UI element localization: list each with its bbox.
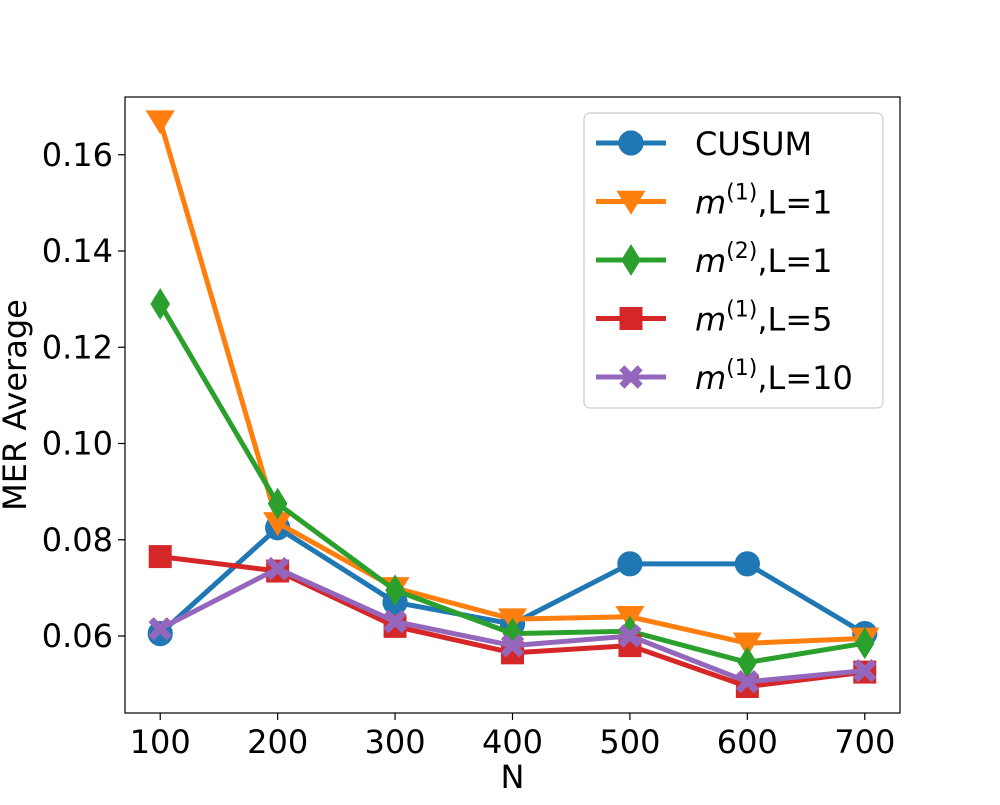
legend-marker <box>616 190 646 215</box>
y-tick-label: 0.08 <box>42 521 113 559</box>
legend-label: m(1),L=5 <box>695 298 833 339</box>
data-point <box>618 624 642 648</box>
y-axis: 0.06 0.08 0.10 0.12 0.14 0.16 <box>42 136 125 655</box>
legend-label-sup: (1) <box>726 181 757 206</box>
x-tick-label: 500 <box>599 723 660 761</box>
legend-label-sup: (2) <box>726 239 757 264</box>
data-point <box>854 627 875 660</box>
legend-label-suffix: ,L=1 <box>757 184 832 222</box>
legend-label-base: m <box>695 242 726 280</box>
legend-label: CUSUM <box>695 125 812 163</box>
x-tick-label: 400 <box>482 723 543 761</box>
legend-marker <box>619 307 643 330</box>
legend-label-base: m <box>695 184 726 222</box>
legend-marker <box>619 365 643 389</box>
legend-label: m(1),L=1 <box>695 181 833 222</box>
legend-label-suffix: ,L=10 <box>757 359 853 397</box>
data-point <box>732 632 762 657</box>
legend-label: m(2),L=1 <box>695 239 833 280</box>
y-tick-label: 0.16 <box>42 136 113 174</box>
legend-label-suffix: ,L=1 <box>757 242 832 280</box>
legend-label-base: CUSUM <box>695 125 812 163</box>
x-tick-label: 300 <box>365 723 426 761</box>
y-tick-label: 0.14 <box>42 232 113 270</box>
y-tick-label: 0.10 <box>42 425 113 463</box>
y-tick-label: 0.12 <box>42 328 113 366</box>
series-4 <box>148 556 877 694</box>
data-point <box>383 609 407 634</box>
y-axis-title: MER Average <box>0 299 34 511</box>
legend-item: m(1),L=1 <box>596 181 833 222</box>
legend-marker <box>618 130 644 156</box>
data-point <box>267 487 288 520</box>
x-axis: 100 200 300 400 500 600 700 <box>130 713 895 761</box>
data-point <box>148 617 172 641</box>
x-tick-label: 100 <box>130 723 191 761</box>
x-tick-label: 600 <box>717 723 778 761</box>
legend-label-base: m <box>695 359 726 397</box>
legend-box <box>583 112 884 409</box>
legend-label-sup: (1) <box>726 356 757 381</box>
series-layer <box>145 110 880 699</box>
legend-marker <box>621 244 641 276</box>
legend-label: m(1),L=10 <box>695 356 853 397</box>
y-tick-label: 0.06 <box>42 617 113 655</box>
legend-item: m(2),L=1 <box>596 239 833 280</box>
data-point <box>385 574 405 607</box>
legend-item: m(1),L=5 <box>596 298 833 339</box>
data-point <box>617 551 643 577</box>
x-tick-label: 700 <box>834 723 895 761</box>
data-point <box>150 288 171 320</box>
series-2 <box>150 288 875 679</box>
x-axis-title: N <box>501 758 525 796</box>
data-point <box>148 545 172 569</box>
legend-label-suffix: ,L=5 <box>757 301 832 339</box>
data-point <box>145 110 175 135</box>
x-tick-label: 200 <box>247 723 308 761</box>
legend-item: m(1),L=10 <box>596 356 853 397</box>
legend-label-sup: (1) <box>726 298 757 323</box>
data-point <box>734 551 760 577</box>
legend-item: CUSUM <box>596 125 812 163</box>
data-point <box>853 658 877 683</box>
data-point <box>500 633 525 658</box>
legend-label-base: m <box>695 301 726 339</box>
data-point <box>735 670 760 694</box>
data-point <box>265 556 290 581</box>
